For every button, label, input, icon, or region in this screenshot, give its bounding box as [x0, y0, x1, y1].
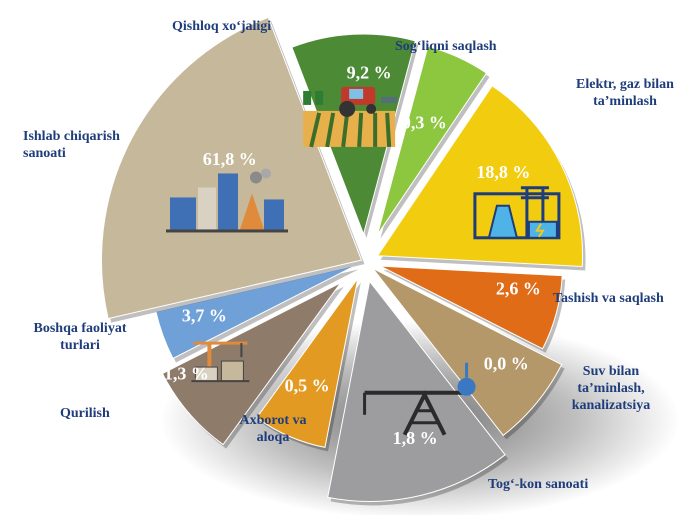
label-water: Suv bilan ta’minlash, kanalizatsiya	[556, 363, 666, 414]
slice-value-label: 1,8 %	[393, 428, 438, 448]
label-energy: Elektr, gaz bilan ta’minlash	[560, 76, 690, 110]
label-energy-line1: Elektr, gaz bilan	[576, 77, 674, 92]
pie-slice	[376, 45, 488, 235]
label-health-text: Sog‘liqni saqlash	[395, 39, 497, 54]
label-health: Sog‘liqni saqlash	[395, 38, 497, 55]
label-energy-line2: ta’minlash	[593, 94, 657, 109]
oil-pump-icon	[363, 362, 476, 436]
label-mining: Tog‘-kon sanoati	[488, 476, 588, 493]
slice-value-label: 1,3 %	[164, 364, 209, 384]
label-manufacturing: Ishlab chiqarish sanoati	[23, 128, 120, 162]
pie-slice	[380, 265, 563, 350]
construction-crane-icon	[191, 341, 250, 383]
pie-slice	[372, 267, 563, 437]
pie-slice	[101, 16, 363, 320]
label-other-line1: Boshqa faoliyat	[33, 321, 127, 336]
slice-value-label: 0,0 %	[484, 353, 529, 373]
label-other: Boshqa faoliyat turlari	[20, 320, 140, 354]
slice-value-label: 3,7 %	[182, 306, 227, 326]
label-water-line1: Suv bilan	[582, 364, 640, 379]
pie-slice	[155, 264, 356, 360]
slice-value-label: 9,2 %	[347, 62, 392, 82]
label-water-line2: ta’minlash,	[577, 381, 645, 396]
label-water-line3: kanalizatsiya	[571, 398, 651, 413]
label-transport-text: Tashish va saqlash	[553, 291, 664, 306]
label-agriculture: Qishloq xo‘jaligi	[172, 18, 271, 35]
slice-value-label: 0,3 %	[402, 112, 447, 132]
slice-value-label: 2,6 %	[496, 279, 541, 299]
label-mining-text: Tog‘-kon sanoati	[488, 477, 589, 492]
label-transport: Tashish va saqlash	[553, 290, 664, 307]
label-construction-text: Qurilish	[60, 406, 110, 421]
farm-tractor-icon	[303, 86, 398, 148]
label-other-line2: turlari	[60, 338, 100, 353]
label-info: Axborot va aloqa	[228, 412, 318, 446]
slice-value-label: 18,8 %	[476, 162, 530, 182]
label-manufacturing-line1: Ishlab chiqarish	[23, 129, 120, 144]
label-agriculture-text: Qishloq xo‘jaligi	[172, 19, 272, 34]
slice-value-label: 61,8 %	[203, 149, 257, 169]
label-manufacturing-line2: sanoati	[23, 146, 66, 161]
label-info-line2: aloqa	[256, 430, 290, 445]
slice-value-label: 0,5 %	[285, 375, 330, 395]
factory-icon	[165, 168, 288, 233]
pie-slice	[161, 282, 342, 446]
pie-slice	[256, 278, 359, 448]
power-plant-icon	[473, 186, 561, 240]
label-info-line1: Axborot va	[239, 413, 307, 428]
label-construction: Qurilish	[60, 405, 110, 422]
